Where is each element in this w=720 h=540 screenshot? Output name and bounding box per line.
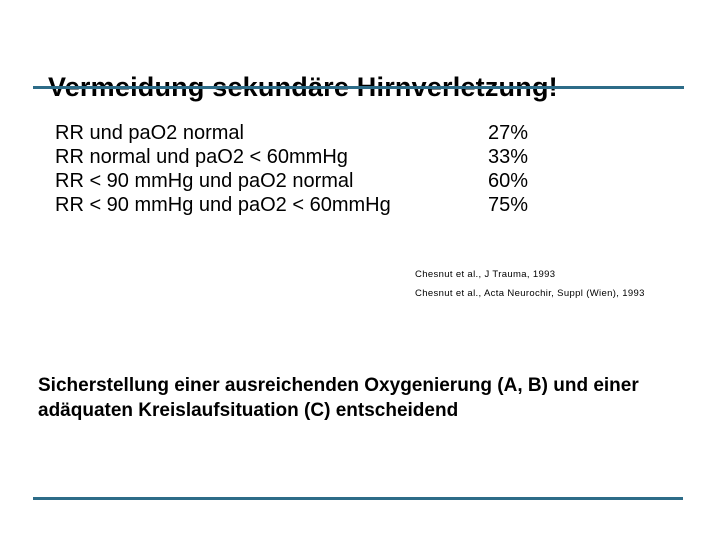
citation-line: Chesnut et al., J Trauma, 1993 xyxy=(415,269,556,280)
condition-label: RR < 90 mmHg und paO2 normal xyxy=(55,170,354,192)
percentage-value: 33% xyxy=(488,146,529,168)
condition-label: RR normal und paO2 < 60mmHg xyxy=(55,146,348,168)
condition-label: RR < 90 mmHg und paO2 < 60mmHg xyxy=(55,194,391,216)
condition-label: RR und paO2 normal xyxy=(55,122,244,144)
citation-line: Chesnut et al., Acta Neurochir, Suppl (W… xyxy=(415,288,645,299)
percentage-value: 60% xyxy=(488,170,529,192)
footer-rule xyxy=(33,497,683,500)
condition-percentage-table: RR und paO2 normal 27% RR normal und paO… xyxy=(55,121,615,217)
conclusion-text: Sicherstellung einer ausreichenden Oxyge… xyxy=(38,375,639,421)
table-row: RR und paO2 normal 27% xyxy=(55,121,615,145)
percentage-value: 27% xyxy=(488,122,529,144)
table-row: RR < 90 mmHg und paO2 < 60mmHg 75% xyxy=(55,193,615,217)
title-underline-rule xyxy=(33,86,684,89)
citation-block: Chesnut et al., J Trauma, 1993 Chesnut e… xyxy=(415,265,645,303)
table-row: RR normal und paO2 < 60mmHg 33% xyxy=(55,145,615,169)
percentage-value: 75% xyxy=(488,194,529,216)
table-row: RR < 90 mmHg und paO2 normal 60% xyxy=(55,169,615,193)
